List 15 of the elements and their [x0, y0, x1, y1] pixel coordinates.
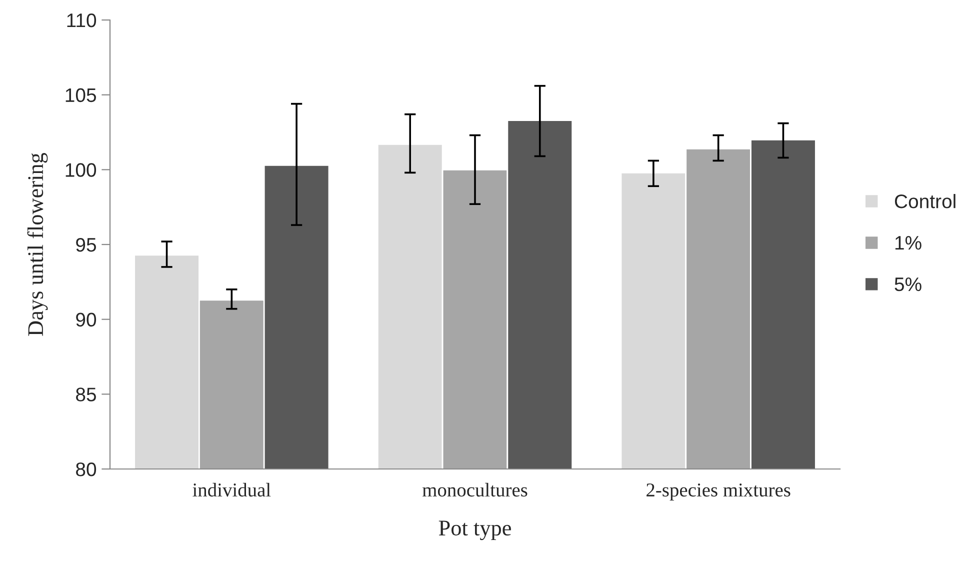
- x-tick-label: individual: [192, 482, 271, 497]
- y-axis-title: Days until flowering: [27, 152, 48, 336]
- legend-label: Control: [894, 194, 956, 208]
- legend-label: 1%: [895, 236, 922, 250]
- y-tick-label: 110: [67, 13, 96, 28]
- y-tick-label: 95: [76, 238, 96, 252]
- y-tick-label: 105: [66, 88, 96, 102]
- y-tick-label: 100: [66, 163, 96, 177]
- y-tick-label: 80: [76, 462, 96, 476]
- legend-label: 5%: [894, 277, 922, 292]
- y-tick-label: 85: [76, 388, 96, 402]
- x-axis-title: Pot type: [438, 520, 511, 540]
- y-tick-label: 90: [76, 312, 96, 327]
- x-tick-label: monocultures: [422, 482, 528, 497]
- x-tick-label: 2-species mixtures: [646, 484, 790, 501]
